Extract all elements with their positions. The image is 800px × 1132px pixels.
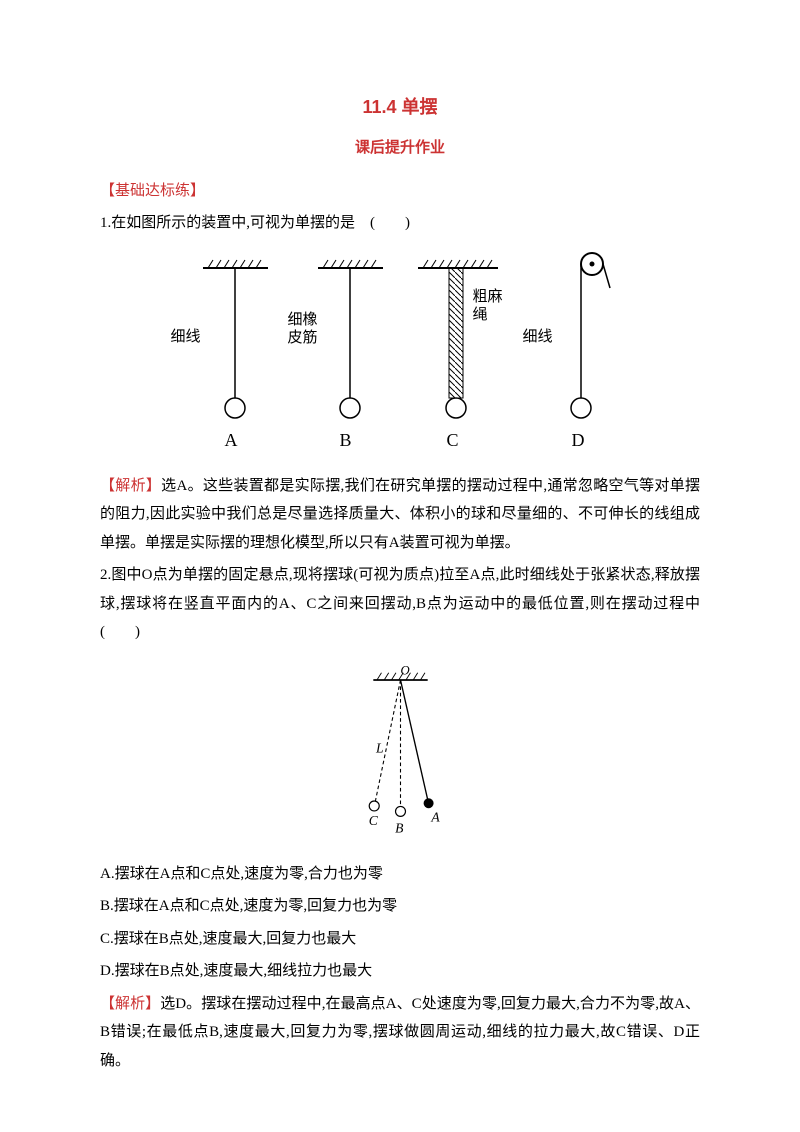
q2-figure: O L C B A bbox=[100, 655, 700, 850]
page-title: 11.4 单摆 bbox=[100, 90, 700, 124]
pendulum-d: 细线 D bbox=[528, 248, 618, 458]
page-subtitle: 课后提升作业 bbox=[100, 134, 700, 163]
pendulum-d-side-label: 细线 bbox=[523, 323, 553, 352]
pendulum-a: 细线 A bbox=[183, 248, 273, 458]
pendulum-b: 细橡 皮筋 B bbox=[298, 248, 388, 458]
q2-analysis: 【解析】选D。摆球在摆动过程中,在最高点A、C处速度为零,回复力最大,合力不为零… bbox=[100, 990, 700, 1076]
q2-optC: C.摆球在B点处,速度最大,回复力也最大 bbox=[100, 925, 700, 954]
pendulum-b-letter: B bbox=[340, 423, 352, 457]
fig2-label-L: L bbox=[375, 740, 384, 755]
q2-optA: A.摆球在A点和C点处,速度为零,合力也为零 bbox=[100, 860, 700, 889]
pendulum-c: 粗麻 绳 C bbox=[413, 248, 503, 458]
fig2-label-A: A bbox=[430, 809, 440, 824]
pendulum-c-letter: C bbox=[447, 423, 459, 457]
pendulum-d-letter: D bbox=[572, 423, 585, 457]
q1-analysis-label: 【解析】 bbox=[100, 478, 161, 494]
pendulum-c-side-label: 粗麻 绳 bbox=[473, 288, 503, 326]
section-label-text: 【基础达标练】 bbox=[100, 183, 205, 199]
q2-stem: 2.图中O点为单摆的固定悬点,现将摆球(可视为质点)拉至A点,此时细线处于张紧状… bbox=[100, 561, 700, 647]
q1-stem: 1.在如图所示的装置中,可视为单摆的是 ( ) bbox=[100, 209, 700, 238]
fig2-label-B: B bbox=[395, 820, 403, 835]
section-label: 【基础达标练】 bbox=[100, 177, 700, 206]
q2-optB: B.摆球在A点和C点处,速度为零,回复力也为零 bbox=[100, 892, 700, 921]
pendulum-a-letter: A bbox=[225, 423, 238, 457]
q2-optD: D.摆球在B点处,速度最大,细线拉力也最大 bbox=[100, 957, 700, 986]
fig2-label-O: O bbox=[400, 663, 409, 677]
pendulum-a-side-label: 细线 bbox=[171, 323, 201, 352]
q2-analysis-label: 【解析】 bbox=[100, 996, 160, 1012]
q1-analysis-text: 选A。这些装置都是实际摆,我们在研究单摆的摆动过程中,通常忽略空气等对单摆的阻力… bbox=[100, 478, 700, 551]
q1-analysis: 【解析】选A。这些装置都是实际摆,我们在研究单摆的摆动过程中,通常忽略空气等对单… bbox=[100, 472, 700, 558]
fig2-label-C: C bbox=[368, 813, 378, 828]
q2-analysis-text: 选D。摆球在摆动过程中,在最高点A、C处速度为零,回复力最大,合力不为零,故A、… bbox=[100, 996, 700, 1069]
pendulum-b-side-label: 细橡 皮筋 bbox=[288, 311, 318, 349]
q1-figure: 细线 A 细橡 皮筋 B bbox=[100, 248, 700, 458]
